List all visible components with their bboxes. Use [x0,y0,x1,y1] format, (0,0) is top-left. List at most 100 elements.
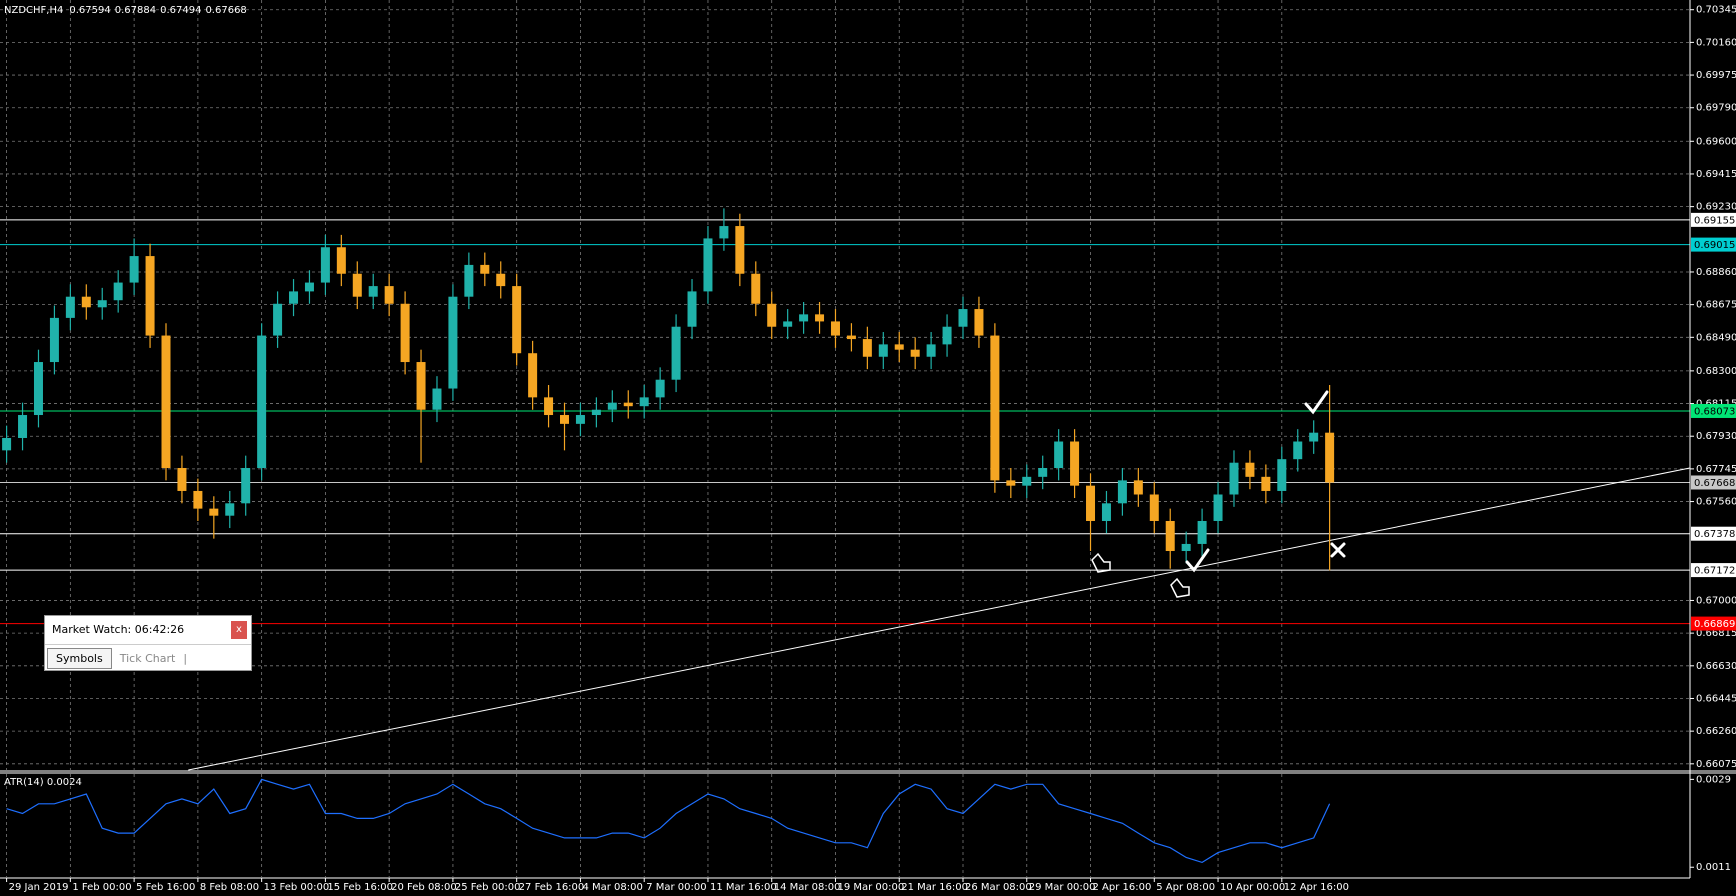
tab[interactable]: Tick Chart [119,651,176,665]
x-tick-label: 12 Apr 16:00 [1284,882,1349,893]
candle-body [751,273,761,304]
x-tick-label: 13 Feb 00:00 [264,882,330,893]
level-label-box [1691,563,1736,578]
candle-body [49,317,59,363]
y-tick-label: 0.67930 [1696,431,1736,442]
candle-body [257,335,267,469]
candle-body [591,409,601,416]
candle-body [719,226,729,239]
candle-body [400,303,410,363]
candle-body [767,303,777,327]
y-tick-label: 0.0011 [1696,862,1731,873]
y-tick-label: 0.69415 [1696,169,1736,180]
y-tick-label: 0.68490 [1696,332,1736,343]
y-tick-label: 0.0029 [1696,774,1731,785]
candle-body [225,503,235,516]
candle-body [974,309,984,336]
atr-line [6,778,1331,864]
candle-body [639,397,649,407]
tab[interactable]: Symbols [47,647,112,669]
x-tick-label: 10 Apr 00:00 [1220,882,1285,893]
candle-body [336,247,346,274]
x-tick-label: 26 Mar 08:00 [965,882,1032,893]
candle-body [1245,462,1255,477]
annotations [1091,390,1346,598]
candle-body [113,282,123,301]
trend-line [188,467,1690,771]
candle-body [2,437,12,451]
candle-body [129,256,139,283]
cross-mark [1330,542,1346,558]
level-label-box [1691,475,1736,490]
candle-body [878,344,888,357]
close-button[interactable]: x [231,621,247,639]
x-tick-label: 4 Mar 08:00 [582,882,642,893]
level-label-box [1691,403,1736,418]
candle-body [846,335,856,340]
candle-body [432,388,442,410]
candle-body [1325,432,1335,483]
y-tick-label: 0.66445 [1696,693,1736,704]
ohlc-value: 0.67494 [160,5,201,16]
candle-body [575,415,585,424]
level-label: 0.69155 [1694,215,1735,226]
y-tick-label: 0.69600 [1696,136,1736,147]
candle-body [671,326,681,380]
candle-body [1149,494,1159,521]
level-label-box [1691,212,1736,227]
y-tick-label: 0.69790 [1696,103,1736,114]
x-tick-label: 11 Mar 16:00 [710,882,777,893]
x-tick-label: 8 Feb 08:00 [200,882,259,893]
candle-body [926,344,936,357]
level-label: 0.68073 [1694,406,1735,417]
y-tick-label: 0.70345 [1696,5,1736,16]
candle-body [1006,480,1016,486]
candle-body [33,362,43,416]
tab-bar: Symbols Tick Chart | [45,644,251,671]
candle-body [623,402,633,407]
candle-body [289,291,299,304]
x-tick-label: 20 Feb 08:00 [391,882,457,893]
candle-body [910,349,920,357]
candle-body [990,335,1000,481]
candle-body [496,273,506,287]
x-tick-label: 5 Feb 16:00 [136,882,195,893]
candle-body [193,490,203,509]
candle-body [65,296,75,318]
candle-body [894,344,904,350]
candle-body [273,303,283,336]
candle-body [304,282,314,292]
candle-body [81,296,91,308]
candle-body [464,264,474,297]
level-label-box [1691,616,1736,631]
hand-icon [1170,577,1190,598]
candle-body [862,339,872,357]
y-tick-label: 0.68860 [1696,267,1736,278]
x-tick-label: 29 Mar 00:00 [1029,882,1096,893]
check-mark [1185,548,1210,573]
y-tick-label: 0.66815 [1696,628,1736,639]
y-tick-label: 0.67560 [1696,497,1736,508]
atr-title: ATR(14) 0.0024 [4,777,82,788]
x-tick-label: 25 Feb 00:00 [455,882,521,893]
candle-body [1070,441,1080,486]
candle-body [1213,494,1223,521]
hand-icon [1091,552,1111,573]
candle-body [161,335,171,469]
candle-body [1022,476,1032,486]
candle-body [384,286,394,304]
candle-body [1293,441,1303,460]
candle-body [1133,480,1143,495]
x-tick-label: 19 Mar 00:00 [837,882,904,893]
candle-body [18,415,28,438]
y-tick-label: 0.70160 [1696,37,1736,48]
x-tick-label: 7 Mar 00:00 [646,882,706,893]
level-label: 0.66869 [1694,619,1735,630]
candle-body [958,309,968,327]
level-label: 0.69015 [1694,240,1735,251]
y-tick-label: 0.66630 [1696,661,1736,672]
market-watch-titlebar: Market Watch: 06:42:26 x [45,616,251,644]
y-tick-label: 0.68675 [1696,300,1736,311]
candle-body [1086,485,1096,521]
